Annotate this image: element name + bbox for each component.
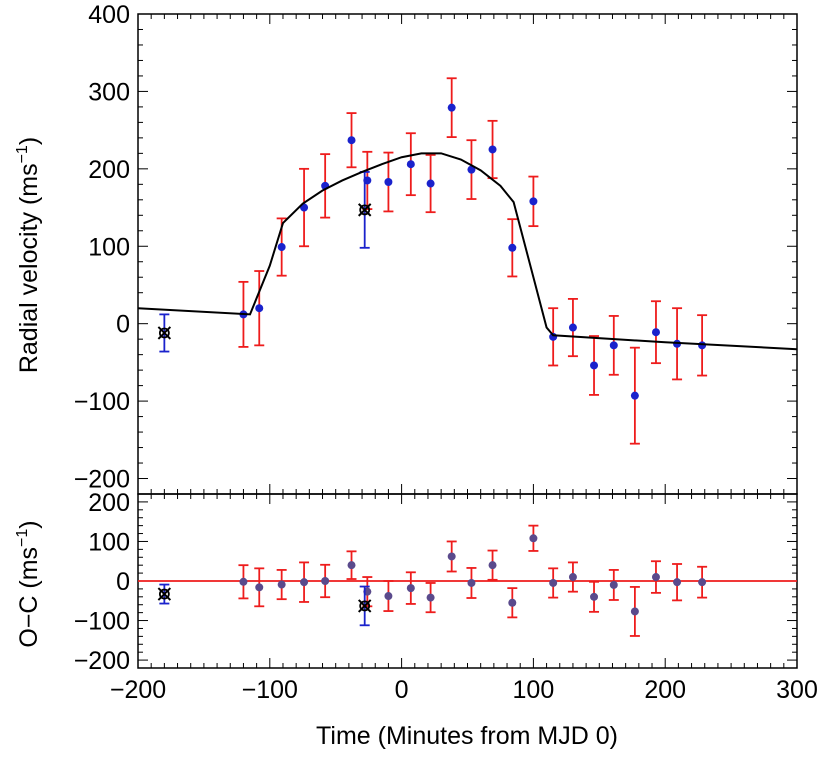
data-point (529, 197, 538, 206)
y-tick-label: 0 (116, 311, 130, 339)
data-point (488, 145, 497, 154)
y-tick-label: 100 (88, 528, 130, 556)
excluded-point-cross (357, 203, 372, 217)
data-point (630, 607, 639, 616)
excluded-point-cross (357, 599, 372, 613)
data-point (277, 580, 286, 589)
data-point (568, 323, 577, 332)
x-tick-label: 100 (513, 676, 555, 704)
data-point (549, 578, 558, 587)
excluded-point (158, 327, 170, 339)
data-point (447, 552, 456, 561)
x-tick-label: 300 (776, 676, 818, 704)
x-tick-label: 0 (395, 676, 409, 704)
radial-velocity-panel: −200 −100 0 100 200 300 400 (74, 1, 798, 495)
data-point (426, 179, 435, 188)
data-point (590, 361, 599, 370)
model-curve (137, 152, 798, 351)
y-tick-label: −200 (74, 466, 130, 494)
excluded-point (359, 600, 371, 612)
residuals-panel: −200 −100 0 100 200 −200 −100 0 100 200 300 (74, 489, 818, 704)
data-point (673, 578, 682, 587)
bottom-ylabel: O−C (ms−1) (14, 520, 43, 647)
y-tick-label: 200 (88, 156, 130, 184)
x-tick-label: −100 (242, 676, 298, 704)
y-tick-label: 400 (88, 1, 130, 29)
y-tick-label: 0 (116, 568, 130, 596)
excluded-point-cross (157, 326, 172, 340)
data-point (384, 178, 393, 186)
data-point (239, 577, 248, 586)
x-axis-title: Time (Minutes from MJD 0) (316, 722, 618, 750)
plot-frame (137, 13, 798, 495)
data-point (384, 592, 393, 601)
data-point (488, 561, 497, 570)
y-tick-label: 100 (88, 233, 130, 261)
data-point (568, 573, 577, 582)
data-point (651, 573, 660, 582)
y-tick-label: −200 (74, 647, 130, 675)
data-point (609, 341, 618, 350)
data-point (508, 243, 517, 252)
data-point (277, 243, 286, 252)
data-point (467, 165, 476, 174)
data-point (255, 304, 264, 313)
excluded-point (158, 588, 170, 600)
y-tick-label: 200 (88, 489, 130, 517)
data-point (609, 580, 618, 589)
data-point (698, 578, 707, 587)
data-point (300, 578, 309, 587)
data-point (406, 160, 415, 169)
data-point (467, 578, 476, 587)
data-point (426, 593, 435, 602)
x-tick-label: −200 (110, 676, 166, 704)
data-point (651, 328, 660, 337)
data-point (590, 592, 599, 601)
data-point (508, 598, 517, 607)
x-tick-label: 200 (644, 676, 686, 704)
y-tick-label: −100 (74, 608, 130, 636)
y-tick-label: 300 (88, 78, 130, 106)
data-point (406, 584, 415, 593)
top-ylabel: Radial velocity (ms−1) (14, 137, 43, 373)
data-point (347, 561, 356, 570)
data-point (321, 577, 330, 585)
data-point (255, 583, 264, 592)
excluded-point (359, 204, 371, 216)
excluded-point-cross (157, 587, 172, 601)
data-point (630, 391, 639, 400)
data-point (447, 103, 456, 112)
y-tick-label: −100 (74, 388, 130, 416)
data-point (347, 136, 356, 145)
data-point (529, 534, 538, 543)
